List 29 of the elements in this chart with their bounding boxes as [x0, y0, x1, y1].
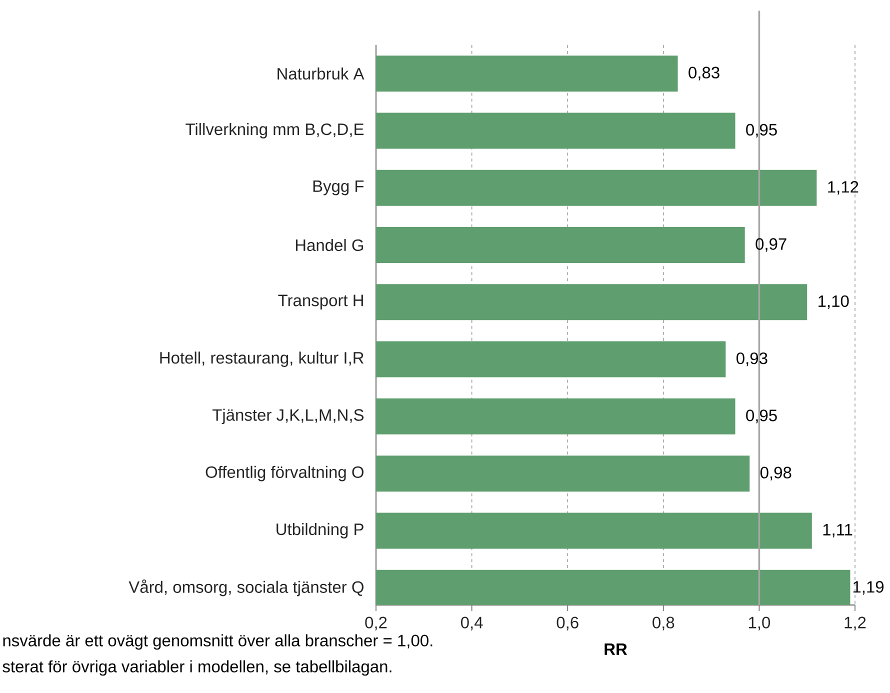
data-label: 1,19 — [853, 581, 884, 595]
y-tick-label: Utbildning P — [276, 523, 364, 538]
y-tick-label: Bygg F — [313, 180, 364, 196]
y-tick-label: Hotell, restaurang, kultur I,R — [160, 352, 364, 367]
x-tick-label: 0,8 — [652, 616, 674, 630]
y-tick-label: Handel G — [296, 238, 364, 252]
data-label: 0,93 — [736, 352, 768, 366]
x-tick-label: 0,4 — [460, 616, 483, 630]
y-tick-label: Tjänster J,K,L,M,N,S — [212, 408, 364, 424]
data-label: 0,98 — [760, 466, 792, 480]
text: nsvärde är ett ovägt genomsnitt över alla branscher = 1,00. — [3, 634, 432, 650]
data-label: 1,11 — [823, 524, 852, 538]
x-tick-label: 0,2 — [365, 616, 387, 630]
data-label: 1,12 — [828, 181, 858, 195]
x-tick-label: 1,0 — [748, 616, 770, 630]
y-tick-label: Offentlig förvaltning O — [206, 466, 364, 482]
x-tick-label: 1,2 — [844, 616, 866, 630]
data-label: 1,10 — [818, 295, 849, 309]
y-tick-label: Tillverkning mm B,C,D,E — [186, 123, 364, 138]
data-label: 0,97 — [756, 238, 786, 252]
x-axis-title: RR — [604, 644, 628, 655]
text: sterat för övriga variabler i modellen, se tabellbilagan. — [2, 660, 392, 676]
data-label: 0,95 — [746, 124, 777, 138]
y-tick-label: Transport H — [278, 294, 363, 310]
y-tick-label: Naturbruk A — [278, 68, 364, 80]
y-tick-label: Vård, omsorg, sociala tjänster Q — [128, 579, 364, 596]
data-label: 0,83 — [688, 66, 720, 80]
data-label: 0,95 — [746, 410, 777, 424]
x-tick-label: 0,6 — [556, 616, 578, 630]
